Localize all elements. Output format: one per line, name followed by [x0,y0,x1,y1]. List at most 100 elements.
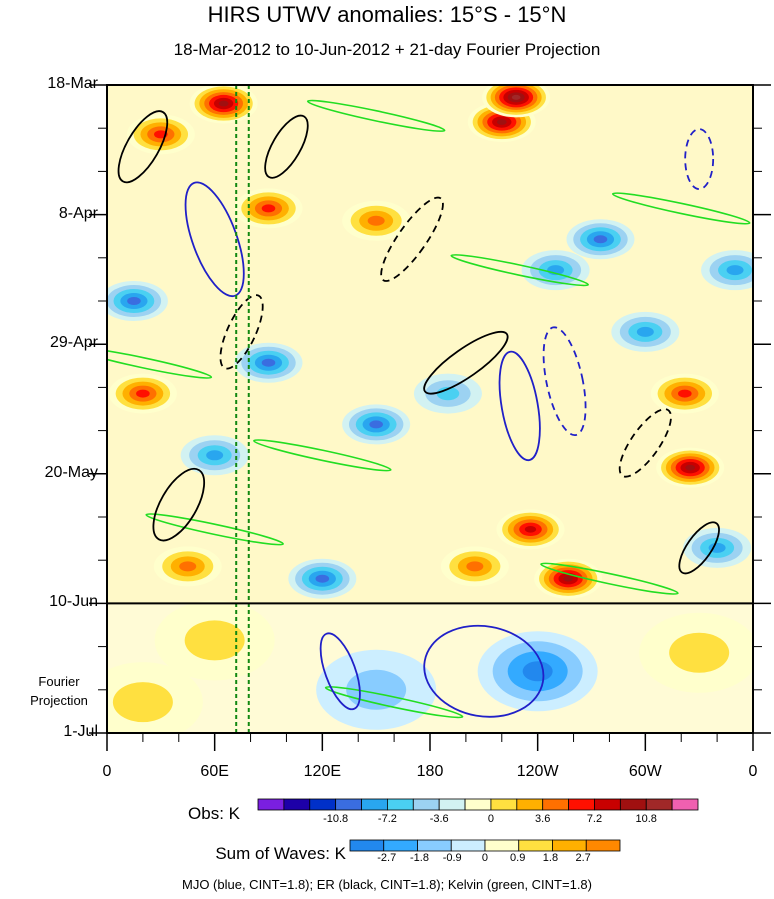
obs-colorbar-swatch-8 [464,798,492,811]
obs-colorbar-swatch-14 [619,798,647,811]
mjo-contour-3 [684,128,715,190]
obs-colorbar-swatch-7 [438,798,466,811]
obs-anomaly-blob-4-level-7 [511,94,521,100]
obs-anomaly-blob-22-level-4 [315,574,330,583]
obs-anomaly-blob-18-level-3 [636,326,654,337]
obs-anomaly-blob-2-level-4 [136,389,150,398]
obs-anomaly-blob-15-level-4 [127,297,141,305]
waves-colorbar-label: -1.8 [409,852,429,864]
obs-anomaly-blob-8-level-5 [524,526,537,533]
obs-colorbar-label: -7.2 [377,813,397,825]
obs-anomaly-blob-17-level-4 [593,235,608,244]
obs-colorbar-title: Obs: K [188,804,240,823]
waves-colorbar-swatch-4 [484,839,520,852]
kelvin-contour-4 [540,562,679,595]
waves-colorbar-label: 0 [481,852,488,864]
er-contour-5 [219,294,264,370]
waves-colorbar-label: -2.7 [377,852,397,864]
y-tick-label: 1-Jul [63,723,98,740]
obs-colorbar-swatch-2 [309,798,337,811]
waves-colorbar-label: -0.9 [442,852,462,864]
waves-colorbar-swatch-6 [552,839,587,852]
obs-colorbar-swatch-11 [542,798,569,811]
mjo-contour-5 [423,624,545,718]
mjo-contour-2 [542,326,587,437]
projection-label: Fourier Projection [14,672,104,710]
waves-colorbar-swatch-3 [450,839,486,852]
obs-colorbar-swatch-1 [283,798,311,811]
er-contour-1 [152,467,206,542]
waves-colorbar-swatch-1 [383,839,418,852]
obs-anomaly-blob-7-level-6 [563,575,574,582]
waves-anomaly-blob-1-level-1 [669,632,730,673]
waves-colorbar-swatch-7 [585,839,621,852]
obs-anomaly-blob-9-level-3 [466,561,484,572]
obs-anomaly-blob-13-level-3 [206,450,224,461]
er-contour-6 [264,114,309,179]
obs-anomaly-blob-12-level-3 [367,215,385,226]
y-tick-label: 10-Jun [49,593,98,611]
obs-colorbar-swatch-9 [490,798,518,811]
obs-anomaly-blob-20-level-2 [436,386,460,401]
obs-colorbar-label: -3.6 [429,813,449,825]
obs-colorbar-swatch-10 [516,798,544,811]
obs-anomaly-blob-11-level-4 [261,204,276,213]
obs-colorbar-swatch-6 [412,798,440,811]
obs-anomaly-blob-3-level-6 [496,119,507,125]
er-contour-7 [678,521,720,575]
er-contour-4 [618,408,672,478]
obs-anomaly-blob-0-level-6 [218,100,229,107]
er-contour-0 [117,110,169,184]
er-contour-3 [380,196,444,282]
x-tick-label: 120W [516,763,559,780]
waves-anomaly-blob-4-level-1 [112,682,173,723]
kelvin-contour-3 [253,439,392,472]
x-tick-label: 60W [628,763,662,780]
obs-colorbar-swatch-15 [645,798,673,811]
y-tick-label: 20-May [44,463,98,481]
er-contour-2 [423,330,509,395]
y-tick-label: 8-Apr [58,204,98,222]
obs-colorbar-swatch-12 [568,798,595,811]
obs-colorbar-label: 0 [487,813,494,825]
y-tick-label: 29-Apr [49,334,98,352]
obs-anomaly-blob-6-level-4 [678,389,692,398]
mjo-contour-1 [498,350,541,462]
chart-subtitle: 18-Mar-2012 to 10-Jun-2012 + 21-day Four… [173,40,601,59]
waves-colorbar-swatch-5 [518,839,553,852]
projection-label-line1: Fourier [38,674,80,689]
waves-colorbar-label: 2.7 [575,852,591,864]
waves-colorbar-swatch-0 [349,839,385,852]
chart-title: HIRS UTWV anomalies: 15°S - 15°N [207,2,567,27]
obs-colorbar-swatch-13 [594,798,621,811]
legend-footer: MJO (blue, CINT=1.8); ER (black, CINT=1.… [182,877,592,892]
obs-colorbar-label: 3.6 [535,813,551,825]
obs-colorbar-swatch-4 [361,798,388,811]
waves-colorbar-label: 0.9 [510,852,526,864]
obs-anomaly-blob-10-level-3 [179,561,197,572]
obs-colorbar-label: 7.2 [586,813,603,825]
obs-colorbar-swatch-5 [387,798,414,811]
y-tick-label: 18-Mar [47,75,98,92]
obs-anomaly-blob-21-level-3 [726,265,744,276]
kelvin-contour-5 [145,513,284,546]
obs-colorbar-swatch-3 [335,798,362,811]
x-tick-label: 180 [416,763,444,780]
waves-colorbar-label: 1.8 [542,852,559,864]
waves-anomaly-blob-2-level-1 [184,620,245,661]
kelvin-contour-1 [450,253,590,287]
x-tick-label: 0 [748,763,758,780]
obs-anomaly-blob-5-level-6 [685,464,696,471]
x-tick-label: 0 [102,763,112,780]
kelvin-contour-7 [611,192,751,225]
projection-label-line2: Projection [30,693,88,708]
waves-colorbar-swatch-2 [417,839,452,852]
x-tick-label: 60E [200,763,229,780]
obs-anomaly-blob-16-level-4 [369,420,383,429]
kelvin-contour-0 [306,99,446,133]
waves-colorbar-title: Sum of Waves: K [215,844,346,863]
obs-colorbar-swatch-16 [671,798,699,811]
kelvin-contour-2 [107,346,213,379]
